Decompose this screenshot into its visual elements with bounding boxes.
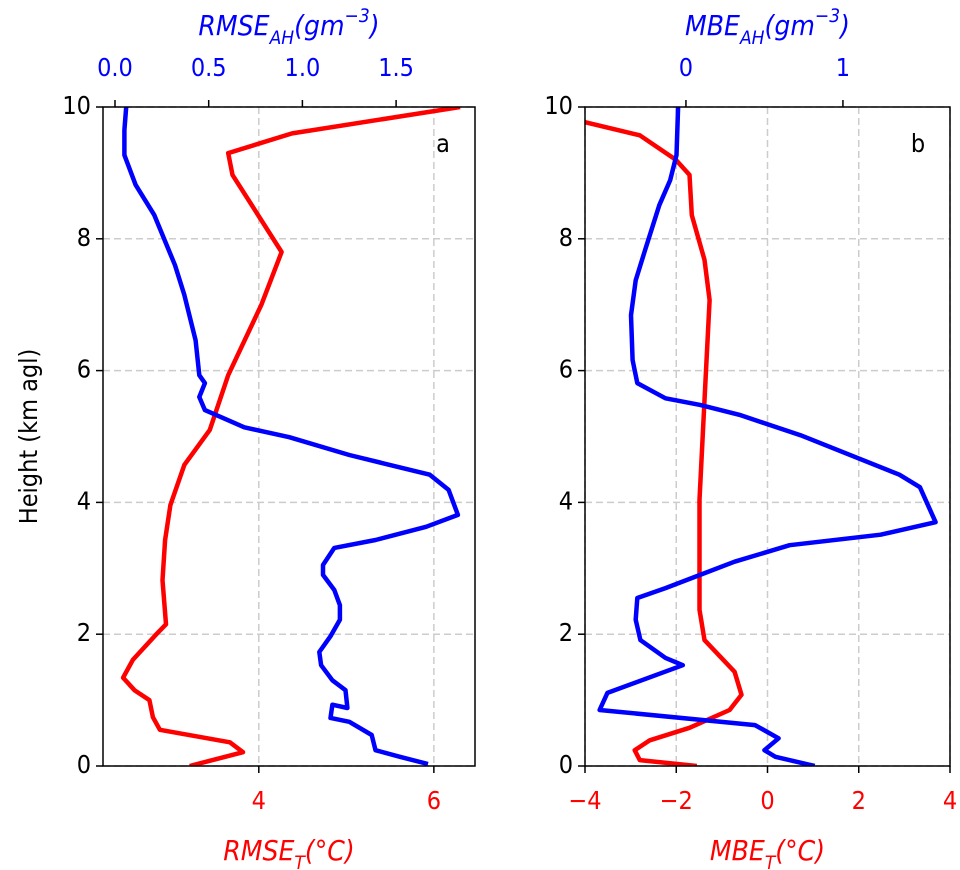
profile-line <box>122 107 461 766</box>
label-part: T <box>294 852 306 870</box>
y-tick-label: 8 <box>77 223 91 252</box>
plot-frame <box>584 106 951 767</box>
plot-frame <box>102 106 476 767</box>
label-part: AH <box>739 27 765 49</box>
x2-tick-label: 1 <box>836 53 850 82</box>
x-tick-label: −2 <box>660 786 693 815</box>
label-part: MBE <box>710 834 765 867</box>
label-part: −3 <box>815 5 840 27</box>
x2-tick-label: 0 <box>679 53 693 82</box>
x-tick-label: 6 <box>427 786 441 815</box>
label-part: RMSE <box>198 9 269 42</box>
label-part: RMSE <box>223 834 294 867</box>
label-part: ) <box>838 9 850 42</box>
profile-line <box>597 107 938 766</box>
y-tick-label: 2 <box>559 618 573 647</box>
label-part: (gm <box>765 9 815 42</box>
x2-tick-label: 1.5 <box>378 53 414 82</box>
panel-label: a <box>436 129 450 158</box>
y-tick-label: 4 <box>77 486 91 515</box>
y-tick-label: 4 <box>559 486 573 515</box>
label-part: T <box>765 852 777 870</box>
profile-line <box>585 120 744 766</box>
label-part: ) <box>368 9 380 42</box>
x2-tick-label: 0.0 <box>97 53 133 82</box>
label-part: (°C) <box>775 834 825 867</box>
label-part: (gm <box>294 9 344 42</box>
x-tick-label: 0 <box>760 786 774 815</box>
x2-tick-label: 0.5 <box>191 53 227 82</box>
y-tick-label: 6 <box>77 355 91 384</box>
x-tick-label: 4 <box>252 786 266 815</box>
y-tick-label: 10 <box>544 91 573 120</box>
y-tick-label: 10 <box>62 91 91 120</box>
axis-label: MBEAH(gm−3) <box>685 5 850 49</box>
y-tick-label: 6 <box>559 355 573 384</box>
label-part: (°C) <box>305 834 355 867</box>
x2-tick-label: 1.0 <box>285 53 321 82</box>
label-part: AH <box>269 27 295 49</box>
axis-label: MBET(°C) <box>710 834 825 870</box>
axis-label: RMSEAH(gm−3) <box>198 5 379 49</box>
profile-line <box>120 107 461 766</box>
label-part: −3 <box>345 5 370 27</box>
y-tick-label: 8 <box>559 223 573 252</box>
x-tick-label: 2 <box>852 786 866 815</box>
panel-label: b <box>911 129 925 158</box>
y-tick-label: 0 <box>559 750 573 779</box>
x-tick-label: 4 <box>943 786 957 815</box>
x-tick-label: −4 <box>568 786 601 815</box>
axis-label: RMSET(°C) <box>223 834 354 870</box>
y-tick-label: 2 <box>77 618 91 647</box>
y-tick-label: 0 <box>77 750 91 779</box>
y-axis-label: Height (km agl) <box>14 349 43 524</box>
label-part: MBE <box>685 9 740 42</box>
